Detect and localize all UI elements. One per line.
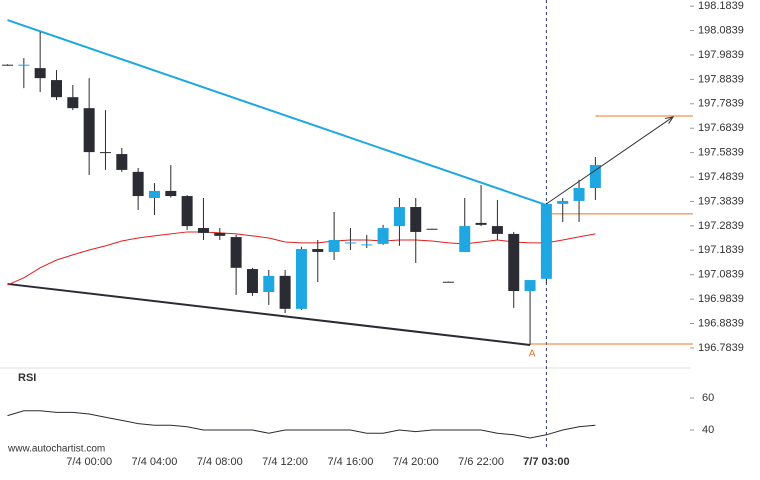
y-tick-label: 197.8839 — [698, 73, 744, 85]
resistance-line — [7, 19, 547, 207]
y-tick-label: 196.9839 — [698, 293, 744, 305]
rsi-line — [7, 410, 596, 439]
candle-body — [197, 228, 209, 233]
candle-body — [67, 97, 79, 109]
candle-body — [148, 190, 160, 199]
candle-body — [279, 275, 291, 309]
y-tick-label: 197.7839 — [698, 98, 744, 110]
x-tick-label: 7/4 16:00 — [327, 456, 373, 468]
candle-body — [393, 207, 405, 227]
y-tick-label: 196.7839 — [698, 342, 744, 354]
candle-body — [442, 281, 454, 283]
y-tick-label: 198.1839 — [698, 0, 744, 12]
candle-body — [573, 187, 585, 201]
candle-body — [295, 249, 307, 309]
candle-body — [230, 237, 242, 268]
candle-body — [491, 226, 503, 234]
projection-arrow — [546, 116, 674, 205]
source: www.autochartist.com — [7, 444, 105, 455]
y-tick-label: 197.1839 — [698, 244, 744, 256]
y-tick-label: 197.6839 — [698, 122, 744, 134]
candle-body — [246, 269, 258, 293]
candle-body — [377, 228, 389, 244]
y-tick-label: 197.5839 — [698, 147, 744, 159]
candle-body — [426, 228, 438, 230]
x-tick-label: 7/6 22:00 — [458, 456, 504, 468]
rsi-tick-label: 40 — [702, 424, 714, 436]
moving-average — [7, 231, 596, 286]
candle-body — [214, 232, 226, 236]
candle-body — [34, 68, 46, 79]
point-label: A — [529, 349, 536, 360]
candle-body — [2, 64, 13, 66]
candle-body — [410, 207, 422, 232]
candle-body — [50, 80, 62, 98]
candle-body — [263, 275, 275, 292]
x-tick-label: 7/4 20:00 — [393, 456, 439, 468]
candle-body — [540, 203, 552, 279]
candle-body — [557, 200, 569, 204]
candle-body — [181, 196, 193, 227]
candle-body — [99, 152, 111, 154]
candle-body — [475, 222, 487, 225]
candle-body — [83, 108, 95, 153]
candle-body — [18, 64, 30, 66]
y-tick-label: 197.9839 — [698, 49, 744, 61]
candle-body — [312, 249, 324, 252]
candle-body — [589, 165, 601, 188]
x-tick-label: 7/4 04:00 — [132, 456, 178, 468]
y-tick-label: 197.3839 — [698, 195, 744, 207]
x-tick-label: 7/4 00:00 — [66, 456, 112, 468]
rsi-tick-label: 60 — [702, 392, 714, 404]
x-tick-label: 7/4 12:00 — [262, 456, 308, 468]
candle-body — [132, 171, 144, 197]
candle-body — [165, 190, 177, 197]
candle-body — [524, 280, 536, 292]
y-tick-label: 196.8839 — [698, 317, 744, 329]
candle-body — [328, 239, 340, 252]
x-tick-label: 7/7 03:00 — [523, 456, 569, 468]
rsi-label: RSI — [18, 372, 36, 384]
candle-body — [344, 242, 356, 244]
arrow-head — [665, 116, 675, 124]
candle-body — [508, 233, 520, 292]
y-tick-label: 197.0839 — [698, 269, 744, 281]
y-tick-label: 197.2839 — [698, 220, 744, 232]
y-tick-label: 198.0839 — [698, 24, 744, 36]
x-tick-label: 7/4 08:00 — [197, 456, 243, 468]
y-tick-label: 197.4839 — [698, 171, 744, 183]
candle-body — [459, 226, 471, 252]
candle-body — [361, 244, 373, 246]
candle-body — [116, 154, 128, 170]
support-line — [7, 282, 531, 346]
